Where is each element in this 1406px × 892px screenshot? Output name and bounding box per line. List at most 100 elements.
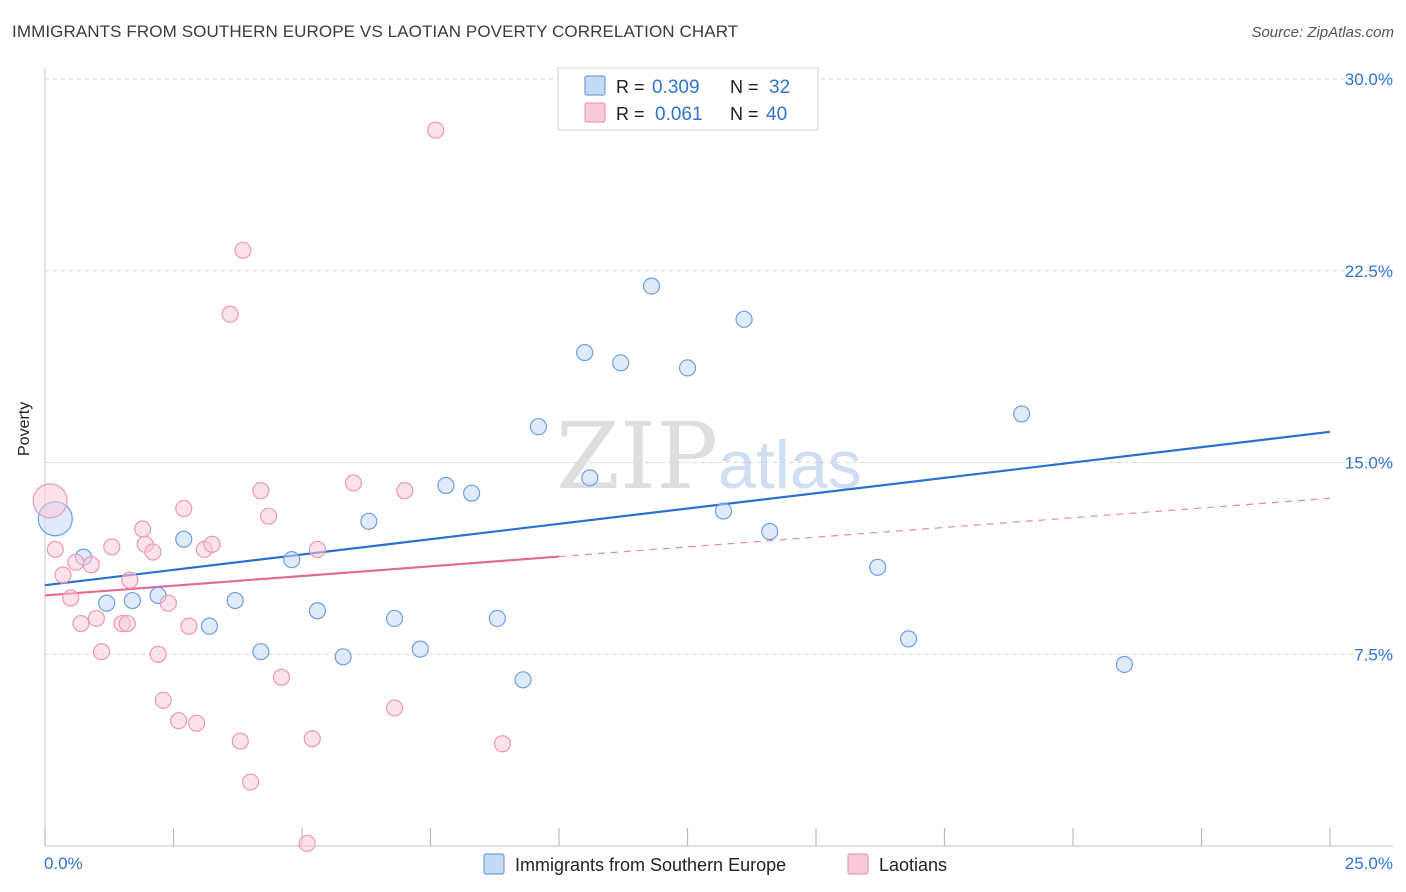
legend-r-value-1: 0.309 — [652, 77, 700, 98]
laotians-point — [46, 540, 64, 559]
laotians-point — [121, 571, 139, 589]
stats-legend: R = 0.309 N = 32 R = 0.061 N = 40 — [557, 67, 819, 131]
watermark-zip: ZIP — [556, 403, 718, 510]
gridlines — [45, 78, 1393, 655]
southern-europe-point — [869, 558, 887, 576]
axes — [44, 68, 1393, 847]
x-tick-label-min: 0.0% — [44, 854, 83, 873]
southern-europe-point — [463, 484, 481, 502]
data-points — [32, 121, 1134, 853]
legend-n-label-2: N = — [730, 104, 759, 124]
laotians-point — [188, 714, 206, 732]
laotians-point — [259, 507, 278, 525]
laotians-point — [180, 617, 198, 635]
laotians-point — [118, 614, 136, 633]
southern-europe-point — [226, 591, 244, 610]
southern-europe-point — [98, 594, 116, 612]
laotians-point — [242, 773, 260, 791]
chart-title: IMMIGRANTS FROM SOUTHERN EUROPE VS LAOTI… — [12, 22, 739, 41]
southern-europe-point — [642, 277, 661, 295]
legend-r-label-2: R = — [616, 104, 645, 124]
laotians-point — [62, 589, 80, 607]
southern-europe-point — [123, 591, 141, 610]
legend-n-label-1: N = — [730, 77, 759, 97]
laotians-point — [159, 594, 177, 612]
southern-europe-point — [581, 469, 599, 487]
laotians-point — [92, 643, 111, 661]
y-tick-label: 22.5% — [1345, 262, 1393, 281]
southern-europe-point — [612, 354, 630, 372]
laotians-point — [32, 483, 68, 519]
series-legend-swatch-blue — [483, 853, 505, 875]
trend-line-1-solid — [44, 555, 560, 597]
laotians-point — [149, 645, 167, 663]
legend-swatch-blue — [584, 75, 606, 96]
laotians-point — [203, 535, 221, 553]
laotians-point — [303, 730, 321, 748]
laotians-point — [134, 520, 152, 538]
southern-europe-point — [200, 617, 219, 635]
laotians-point — [72, 614, 90, 633]
laotians-point — [54, 566, 72, 584]
laotians-point — [221, 305, 239, 323]
legend-n-value-1: 32 — [769, 77, 790, 98]
southern-europe-point — [1012, 405, 1031, 423]
laotians-point — [427, 121, 445, 139]
legend-swatch-pink — [584, 102, 606, 123]
southern-europe-point — [334, 648, 352, 666]
southern-europe-point — [308, 602, 327, 620]
laotians-point — [82, 556, 100, 574]
legend-r-value-2: 0.061 — [655, 104, 703, 125]
y-tick-label: 7.5% — [1354, 645, 1393, 664]
series-legend: Immigrants from Southern Europe Laotians — [483, 853, 947, 875]
laotians-point — [308, 540, 327, 559]
laotians-point — [231, 732, 249, 750]
y-tick-label: 30.0% — [1345, 70, 1393, 89]
laotians-point — [175, 499, 193, 518]
laotians-point — [493, 735, 512, 753]
southern-europe-point — [1115, 655, 1134, 674]
trend-lines — [44, 430, 1331, 597]
southern-europe-point — [437, 476, 455, 495]
legend-n-value-2: 40 — [766, 104, 787, 125]
laotians-point — [234, 241, 252, 259]
series-legend-label-1: Immigrants from Southern Europe — [515, 855, 786, 875]
trend-line-0 — [44, 430, 1331, 587]
watermark-atlas: atlas — [718, 427, 862, 503]
laotians-point — [103, 538, 121, 556]
southern-europe-point — [678, 359, 697, 377]
southern-europe-point — [175, 530, 193, 548]
southern-europe-point — [360, 512, 378, 530]
laotians-point — [252, 482, 270, 500]
laotians-point — [298, 834, 316, 853]
y-tick-label: 15.0% — [1345, 454, 1393, 473]
southern-europe-point — [899, 630, 918, 648]
laotians-point — [385, 699, 404, 717]
legend-r-label-1: R = — [616, 77, 645, 97]
southern-europe-point — [283, 551, 301, 569]
southern-europe-point — [761, 522, 779, 541]
laotians-point — [396, 482, 414, 500]
southern-europe-point — [411, 640, 429, 658]
laotians-point — [154, 691, 172, 709]
laotians-point — [67, 553, 85, 571]
southern-europe-point — [529, 418, 548, 436]
southern-europe-point — [714, 502, 733, 520]
southern-europe-point — [385, 609, 404, 628]
southern-europe-point — [735, 310, 753, 328]
laotians-point — [87, 609, 106, 628]
laotians-point — [344, 474, 362, 492]
laotians-point — [272, 668, 291, 686]
x-tick-label-max: 25.0% — [1345, 854, 1393, 873]
series-legend-swatch-pink — [847, 853, 869, 875]
southern-europe-point — [576, 343, 594, 362]
series-legend-label-2: Laotians — [879, 855, 947, 875]
laotians-point — [144, 543, 162, 561]
y-tick-labels: 30.0% 22.5% 15.0% 7.5% — [1345, 70, 1393, 664]
source-label: Source: ZipAtlas.com — [1251, 24, 1394, 41]
southern-europe-point — [488, 609, 506, 628]
southern-europe-point — [514, 671, 532, 689]
laotians-point — [170, 712, 188, 730]
southern-europe-point — [252, 643, 270, 661]
